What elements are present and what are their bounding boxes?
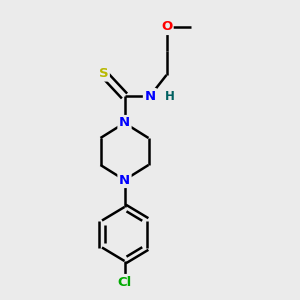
Text: H: H	[165, 89, 174, 103]
Text: N: N	[144, 89, 156, 103]
Text: N: N	[119, 173, 130, 187]
Text: S: S	[99, 67, 108, 80]
Text: O: O	[161, 20, 172, 34]
Text: Cl: Cl	[117, 275, 132, 289]
Text: N: N	[119, 116, 130, 130]
